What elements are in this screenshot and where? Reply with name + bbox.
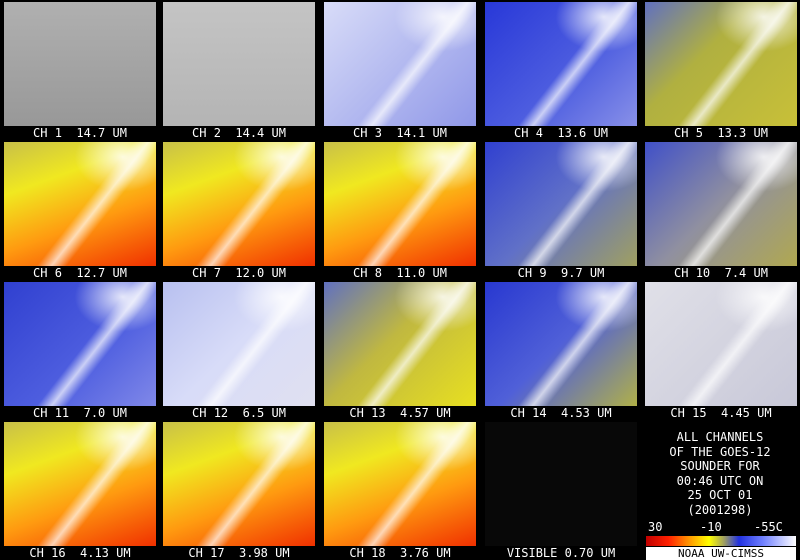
info-line: SOUNDER FOR <box>680 459 760 473</box>
channel-label: CH 13 4.57 UM <box>349 406 451 420</box>
satellite-image <box>4 282 156 406</box>
satellite-image <box>324 142 476 266</box>
channel-label: CH 15 4.45 UM <box>670 406 772 420</box>
satellite-image <box>645 142 797 266</box>
info-line: 00:46 UTC ON <box>676 473 764 488</box>
satellite-image <box>485 2 637 126</box>
channel-label: CH 8 11.0 UM <box>353 266 447 280</box>
channel-label: CH 18 3.76 UM <box>349 546 451 560</box>
channel-label: VISIBLE 0.70 UM <box>506 546 616 560</box>
satellite-image <box>163 2 315 126</box>
satellite-image <box>163 142 315 266</box>
info-line: ALL CHANNELS <box>676 430 764 444</box>
satellite-image <box>645 282 797 406</box>
satellite-image <box>324 2 476 126</box>
channel-label: CH 3 14.1 UM <box>353 126 447 140</box>
channel-label: CH 6 12.7 UM <box>33 266 127 280</box>
channel-label: CH 12 6.5 UM <box>192 406 286 420</box>
info-line: 25 OCT 01 <box>687 488 753 502</box>
channel-label: CH 11 7.0 UM <box>33 406 127 420</box>
color-bar <box>646 536 796 546</box>
channel-label: CH 17 3.98 UM <box>188 546 290 560</box>
satellite-image <box>4 422 156 546</box>
channel-label: CH 4 13.6 UM <box>514 126 608 140</box>
info-line: OF THE GOES-12 <box>669 444 771 459</box>
channel-label: CH 16 4.13 UM <box>29 546 131 560</box>
info-line: (2001298) <box>687 502 753 517</box>
channel-label: CH 5 13.3 UM <box>674 126 768 140</box>
satellite-image <box>4 2 156 126</box>
satellite-image <box>324 422 476 546</box>
satellite-image <box>4 142 156 266</box>
color-tick: -10 <box>700 520 722 534</box>
satellite-image <box>163 422 315 546</box>
satellite-image <box>485 282 637 406</box>
channel-label: CH 7 12.0 UM <box>192 266 286 280</box>
info-block: ALL CHANNELS OF THE GOES-12 SOUNDER FOR 00:… <box>645 430 795 517</box>
channel-label: CH 10 7.4 UM <box>674 266 768 280</box>
satellite-image <box>645 2 797 126</box>
satellite-image <box>324 282 476 406</box>
channel-label: CH 9 9.7 UM <box>517 266 605 280</box>
channel-label: CH 2 14.4 UM <box>192 126 286 140</box>
satellite-image <box>485 422 637 546</box>
satellite-image <box>163 282 315 406</box>
channel-label: CH 1 14.7 UM <box>33 126 127 140</box>
channel-label: CH 14 4.53 UM <box>510 406 612 420</box>
color-tick: 30 <box>648 520 663 534</box>
satellite-image <box>485 142 637 266</box>
credit: NOAA UW-CIMSS <box>646 547 796 560</box>
color-tick: -55C <box>754 520 783 534</box>
